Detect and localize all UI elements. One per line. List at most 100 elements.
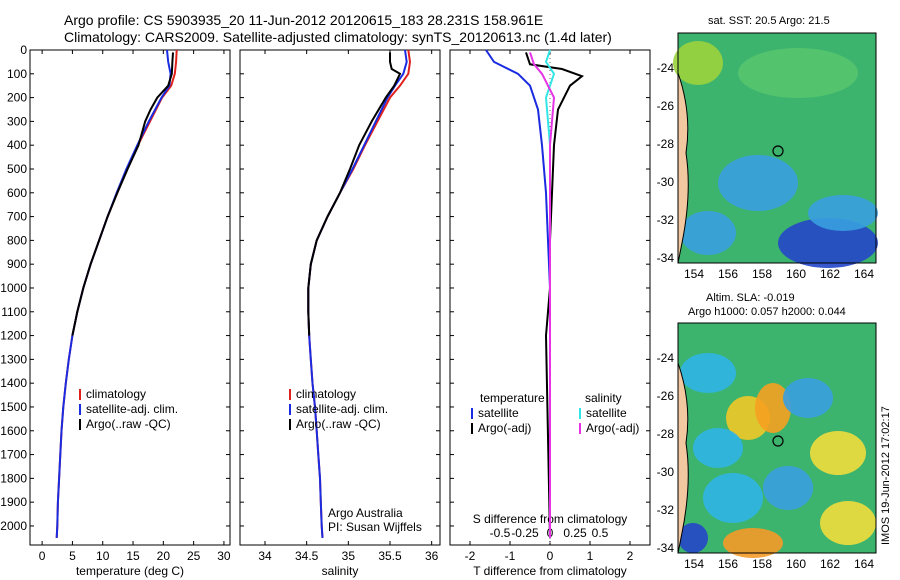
- legend-label: Argo(..raw -QC): [86, 417, 171, 431]
- x-tick-label: 10: [96, 549, 110, 563]
- x-tick-label: 5: [69, 549, 76, 563]
- series-line-climatology: [55, 49, 178, 538]
- map-anomaly-patch: [808, 195, 878, 231]
- series-line-argo---raw--qc-: [71, 52, 174, 336]
- series-line-satellite-adj--clim-: [55, 49, 172, 538]
- y-tick-label: 1700: [0, 448, 27, 462]
- series-line-s-argo--adj-: [529, 52, 556, 538]
- x-tick-label: 35: [342, 549, 356, 563]
- y-tick-label: 300: [7, 114, 27, 128]
- map-anomaly-patch: [738, 48, 858, 98]
- y-tick-label: 1500: [0, 400, 27, 414]
- map-lat-label: -30: [657, 175, 675, 189]
- legend-label: satellite: [478, 406, 519, 420]
- legend-label: satellite: [586, 406, 627, 420]
- map-lat-label: -34: [657, 251, 675, 265]
- x-axis-label: salinity: [322, 564, 359, 578]
- map-lat-label: -32: [657, 503, 675, 517]
- argo-float-marker: [772, 145, 784, 157]
- y-tick-label: 100: [7, 67, 27, 81]
- map-lon-label: 158: [752, 557, 772, 571]
- map-anomaly-patch: [718, 155, 798, 211]
- y-tick-label: 1000: [0, 281, 27, 295]
- map-lat-label: -30: [657, 465, 675, 479]
- y-tick-label: 1200: [0, 329, 27, 343]
- argo-float-marker: [772, 435, 784, 447]
- sst-map: [673, 32, 878, 268]
- legend-label: Argo(..raw -QC): [296, 417, 381, 431]
- map-frame: [677, 32, 877, 264]
- legend-title: salinity: [585, 391, 622, 405]
- map-lon-label: 156: [718, 267, 738, 281]
- x-tick-label: 15: [126, 549, 140, 563]
- y-tick-label: 2000: [0, 519, 27, 533]
- x-tick-label: 30: [217, 549, 231, 563]
- x-axis-label: T difference from climatology: [473, 564, 627, 578]
- map-lat-label: -26: [657, 99, 675, 113]
- annotation-line: PI: Susan Wijffels: [328, 520, 422, 534]
- sla-map-subtitle: Argo h1000: 0.057 h2000: 0.044: [688, 306, 846, 318]
- map-anomaly-patch: [778, 218, 878, 268]
- annotation-line: Argo Australia: [328, 506, 403, 520]
- map-anomaly-patch: [723, 528, 783, 558]
- y-tick-label: 1400: [0, 376, 27, 390]
- x-tick-label: 34: [258, 549, 272, 563]
- imos-timestamp: IMOS 19-Jun-2012 17:02:17: [880, 406, 892, 545]
- map-lon-label: 160: [786, 557, 806, 571]
- y-tick-label: 1900: [0, 495, 27, 509]
- legend-label: satellite-adj. clim.: [86, 402, 178, 416]
- y-tick-label: 800: [7, 233, 27, 247]
- map-anomaly-patch: [673, 41, 723, 85]
- map-lon-label: 164: [854, 557, 874, 571]
- x2-tick-label: 0.25: [563, 526, 587, 540]
- x-tick-label: 25: [187, 549, 201, 563]
- y-tick-label: 700: [7, 210, 27, 224]
- x2-tick-label: -0.25: [511, 526, 539, 540]
- coastline: [677, 72, 689, 264]
- y-tick-label: 500: [7, 162, 27, 176]
- x-tick-label: 2: [627, 549, 634, 563]
- y-tick-label: 1100: [1, 305, 27, 319]
- y-tick-label: 200: [7, 91, 27, 105]
- x-tick-label: 35.5: [378, 549, 402, 563]
- legend-label: climatology: [296, 387, 356, 401]
- sla-map: [677, 322, 877, 558]
- map-lon-label: 156: [718, 557, 738, 571]
- coastline: [677, 362, 689, 554]
- figure-title-line-2: Climatology: CARS2009. Satellite-adjuste…: [64, 29, 612, 45]
- x-tick-label: 0: [547, 549, 554, 563]
- y-tick-label: 1800: [0, 471, 27, 485]
- map-anomaly-patch: [810, 431, 866, 475]
- x-tick-label: 36: [425, 549, 439, 563]
- legend-label: satellite-adj. clim.: [296, 402, 388, 416]
- y-tick-label: 900: [7, 257, 27, 271]
- map-lon-label: 154: [684, 267, 704, 281]
- map-anomaly-patch: [703, 473, 763, 523]
- map-lon-label: 162: [820, 557, 840, 571]
- x-axis-label: temperature (deg C): [76, 564, 184, 578]
- map-lat-label: -24: [657, 61, 675, 75]
- plot-frame-0: [29, 49, 231, 546]
- series-line-argo---raw--qc-: [307, 52, 402, 336]
- x-tick-label: 1: [587, 549, 594, 563]
- map-lon-label: 160: [786, 267, 806, 281]
- figure-title-line-1: Argo profile: CS 5903935_20 11-Jun-2012 …: [64, 12, 544, 28]
- map-lat-label: -34: [657, 541, 675, 555]
- legend-label: Argo(-adj): [478, 421, 531, 435]
- legend-title: temperature: [480, 391, 545, 405]
- map-lon-label: 158: [752, 267, 772, 281]
- y-tick-label: 400: [7, 138, 27, 152]
- x-tick-label: -1: [505, 549, 516, 563]
- map-anomaly-patch: [678, 523, 708, 553]
- series-line-t-argo--adj-: [525, 52, 585, 538]
- legend-label: climatology: [86, 387, 146, 401]
- map-anomaly-patch: [693, 428, 743, 468]
- map-lat-label: -24: [657, 351, 675, 365]
- map-lat-label: -28: [657, 427, 675, 441]
- x-tick-label: 0: [39, 549, 46, 563]
- y-tick-label: 600: [7, 186, 27, 200]
- sla-map-title: Altim. SLA: -0.019: [706, 292, 795, 304]
- x-tick-label: 34.5: [295, 549, 319, 563]
- map-frame: [677, 322, 877, 554]
